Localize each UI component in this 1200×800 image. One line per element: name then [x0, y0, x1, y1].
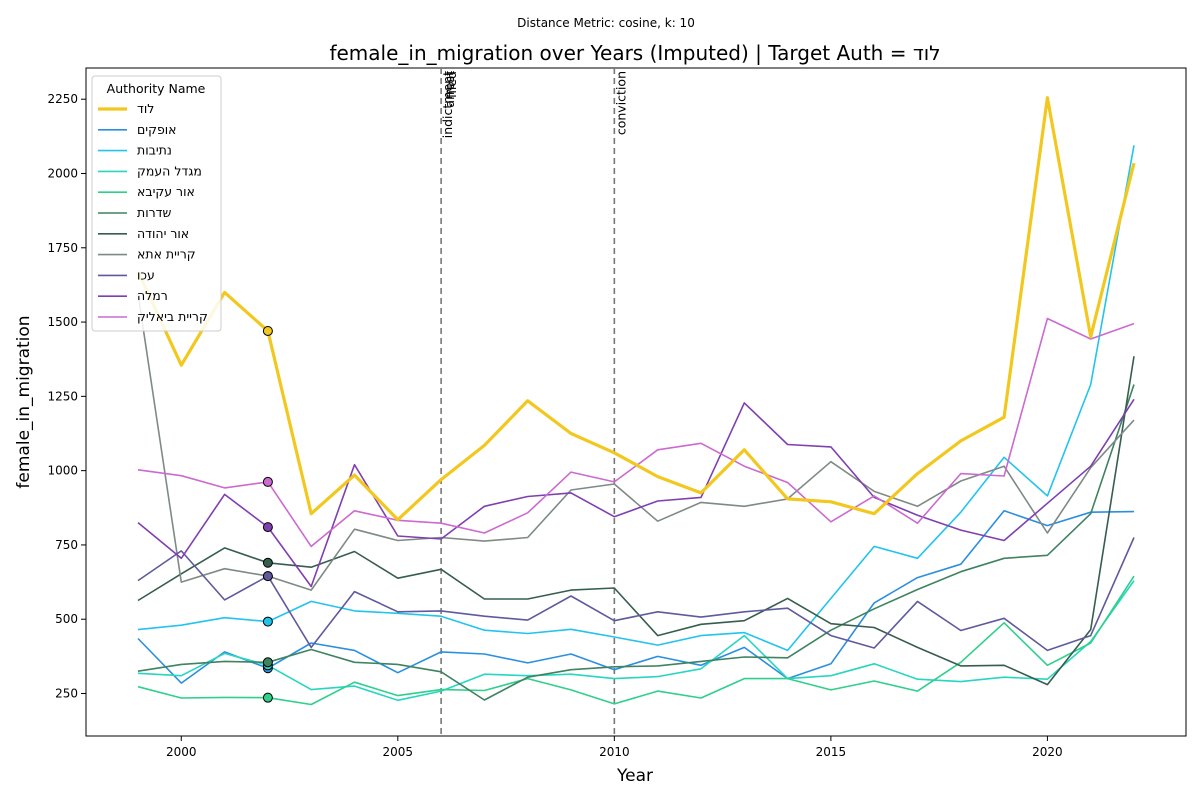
- legend-label: קריית אתא: [137, 247, 196, 262]
- y-tick-label: 2250: [47, 92, 78, 106]
- imputed-point: [262, 476, 273, 487]
- legend-label: אופקים: [137, 122, 177, 137]
- imputed-point: [262, 692, 273, 703]
- legend-label: קריית ביאליק: [137, 309, 208, 324]
- series-line: [137, 575, 1135, 706]
- series-line: [137, 537, 1135, 652]
- imputed-point: [262, 657, 273, 668]
- y-tick-label: 500: [55, 612, 78, 626]
- imputed-point: [262, 557, 273, 568]
- y-axis-title: female_in_migration: [14, 315, 34, 488]
- imputed-point: [262, 616, 273, 627]
- imputed-points: [262, 325, 273, 703]
- legend-label: אור עקיבא: [137, 184, 195, 199]
- x-tick-label: 2020: [1032, 745, 1063, 759]
- event-label: filed: [444, 71, 459, 98]
- y-tick-label: 1000: [47, 464, 78, 478]
- imputed-point: [262, 571, 273, 582]
- legend: Authority Name לוד אופקים נתיבות מגדל העמק א…: [91, 75, 222, 332]
- x-tick-label: 2005: [383, 745, 414, 759]
- y-tick-label: 2000: [47, 166, 78, 180]
- series-line: [137, 293, 1135, 591]
- legend-box: [91, 75, 222, 332]
- event-label: conviction: [613, 71, 628, 135]
- series-line: [137, 580, 1135, 702]
- x-tick-label: 2000: [166, 745, 197, 759]
- legend-entries: לוד אופקים נתיבות מגדל העמק אור עקיבא שדרות או…: [98, 101, 208, 324]
- series-line: [137, 356, 1135, 686]
- series-line: [137, 145, 1135, 652]
- y-axis: 250 500 750 1000 1250 1500 1750 2000 2250: [47, 92, 86, 701]
- event-label: arrest: [442, 71, 457, 108]
- series-line: [137, 317, 1135, 548]
- series-line: [137, 384, 1135, 701]
- series-line: [137, 509, 1135, 684]
- plot-area: [85, 67, 1187, 737]
- y-tick-label: 750: [55, 538, 78, 552]
- legend-label: עכו: [137, 267, 155, 282]
- series-line: [137, 398, 1135, 588]
- legend-label: רמלה: [137, 288, 168, 303]
- x-tick-label: 2010: [599, 745, 630, 759]
- event-label: indictment: [440, 71, 455, 138]
- legend-label: לוד: [137, 101, 154, 116]
- legend-title: Authority Name: [107, 81, 206, 96]
- y-tick-label: 1500: [47, 315, 78, 329]
- legend-label: אור יהודה: [137, 226, 189, 241]
- legend-label: שדרות: [137, 205, 172, 220]
- x-tick-label: 2015: [816, 745, 847, 759]
- y-tick-label: 1250: [47, 389, 78, 403]
- series-line: [136, 96, 1136, 522]
- imputed-point: [262, 522, 273, 533]
- imputed-point: [262, 325, 273, 336]
- series-lines: [136, 96, 1136, 706]
- legend-label: נתיבות: [137, 143, 172, 158]
- x-axis-title: Year: [616, 766, 653, 786]
- chart-suptitle: Distance Metric: cosine, k: 10: [517, 16, 695, 30]
- x-axis: 2000 2005 2010 2015 2020: [166, 736, 1063, 759]
- y-tick-label: 250: [55, 687, 78, 701]
- legend-label: מגדל העמק: [137, 163, 202, 178]
- y-tick-label: 1750: [47, 241, 78, 255]
- chart-title: female_in_migration over Years (Imputed)…: [329, 41, 940, 65]
